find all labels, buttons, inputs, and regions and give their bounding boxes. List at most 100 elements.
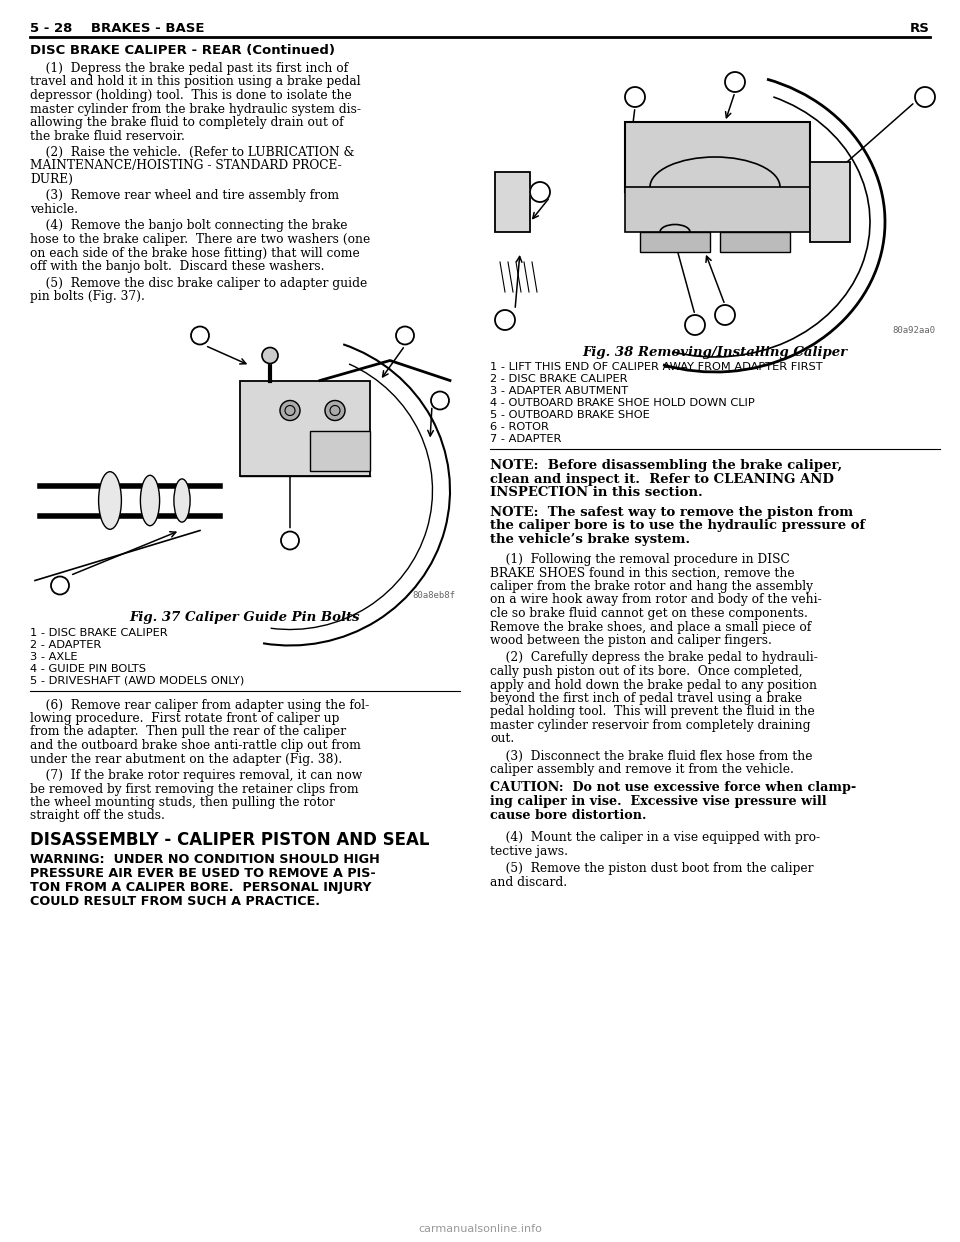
Bar <box>490 62 940 340</box>
Text: 1: 1 <box>631 92 638 103</box>
Text: 1: 1 <box>196 330 204 342</box>
Ellipse shape <box>140 476 159 525</box>
Circle shape <box>725 72 745 92</box>
Text: MAINTENANCE/HOISTING - STANDARD PROCE-: MAINTENANCE/HOISTING - STANDARD PROCE- <box>30 159 342 173</box>
Text: 3: 3 <box>436 395 444 406</box>
Text: (4)  Remove the banjo bolt connecting the brake: (4) Remove the banjo bolt connecting the… <box>30 220 348 232</box>
Circle shape <box>51 576 69 595</box>
Text: pedal holding tool.  This will prevent the fluid in the: pedal holding tool. This will prevent th… <box>490 705 815 719</box>
Text: 2: 2 <box>732 77 739 87</box>
Text: on a wire hook away from rotor and body of the vehi-: on a wire hook away from rotor and body … <box>490 594 822 606</box>
Text: tective jaws.: tective jaws. <box>490 845 568 857</box>
Text: off with the banjo bolt.  Discard these washers.: off with the banjo bolt. Discard these w… <box>30 260 324 273</box>
Text: hose to the brake caliper.  There are two washers (one: hose to the brake caliper. There are two… <box>30 233 371 246</box>
Text: 4: 4 <box>286 535 294 546</box>
Text: 80a8eb8f: 80a8eb8f <box>412 591 455 600</box>
Ellipse shape <box>174 479 190 522</box>
Text: ing caliper in vise.  Excessive vise pressure will: ing caliper in vise. Excessive vise pres… <box>490 795 827 809</box>
Text: NOTE:  Before disassembling the brake caliper,: NOTE: Before disassembling the brake cal… <box>490 460 842 472</box>
Text: NOTE:  The safest way to remove the piston from: NOTE: The safest way to remove the pisto… <box>490 505 853 519</box>
Text: (1)  Depress the brake pedal past its first inch of: (1) Depress the brake pedal past its fir… <box>30 62 348 75</box>
Text: 3 - AXLE: 3 - AXLE <box>30 652 78 662</box>
Circle shape <box>281 532 299 549</box>
Text: (2)  Raise the vehicle.  (Refer to LUBRICATION &: (2) Raise the vehicle. (Refer to LUBRICA… <box>30 147 354 159</box>
Text: 80a92aa0: 80a92aa0 <box>892 325 935 335</box>
FancyBboxPatch shape <box>625 188 810 232</box>
Text: cally push piston out of its bore.  Once completed,: cally push piston out of its bore. Once … <box>490 664 803 678</box>
Text: 5 - OUTBOARD BRAKE SHOE: 5 - OUTBOARD BRAKE SHOE <box>490 410 650 420</box>
Text: TON FROM A CALIPER BORE.  PERSONAL INJURY: TON FROM A CALIPER BORE. PERSONAL INJURY <box>30 881 372 894</box>
Text: (5)  Remove the piston dust boot from the caliper: (5) Remove the piston dust boot from the… <box>490 862 813 876</box>
Text: wood between the piston and caliper fingers.: wood between the piston and caliper fing… <box>490 633 772 647</box>
FancyBboxPatch shape <box>810 161 850 242</box>
Text: pin bolts (Fig. 37).: pin bolts (Fig. 37). <box>30 289 145 303</box>
Text: 3: 3 <box>922 92 929 103</box>
Text: CAUTION:  Do not use excessive force when clamp-: CAUTION: Do not use excessive force when… <box>490 781 856 794</box>
Text: (1)  Following the removal procedure in DISC: (1) Following the removal procedure in D… <box>490 553 790 566</box>
FancyBboxPatch shape <box>240 380 370 476</box>
Circle shape <box>280 400 300 421</box>
Text: WARNING:  UNDER NO CONDITION SHOULD HIGH: WARNING: UNDER NO CONDITION SHOULD HIGH <box>30 853 380 866</box>
Text: (2)  Carefully depress the brake pedal to hydrauli-: (2) Carefully depress the brake pedal to… <box>490 652 818 664</box>
FancyBboxPatch shape <box>640 232 710 252</box>
Text: INSPECTION in this section.: INSPECTION in this section. <box>490 486 703 499</box>
Text: on each side of the brake hose fitting) that will come: on each side of the brake hose fitting) … <box>30 246 360 260</box>
Text: COULD RESULT FROM SUCH A PRACTICE.: COULD RESULT FROM SUCH A PRACTICE. <box>30 895 320 908</box>
Text: vehicle.: vehicle. <box>30 202 78 216</box>
Text: 4: 4 <box>721 309 729 320</box>
Text: 3 - ADAPTER ABUTMENT: 3 - ADAPTER ABUTMENT <box>490 386 628 396</box>
Text: cause bore distortion.: cause bore distortion. <box>490 809 646 822</box>
Text: DISASSEMBLY - CALIPER PISTON AND SEAL: DISASSEMBLY - CALIPER PISTON AND SEAL <box>30 831 429 850</box>
Text: beyond the first inch of pedal travel using a brake: beyond the first inch of pedal travel us… <box>490 692 803 705</box>
Circle shape <box>431 391 449 410</box>
Text: and discard.: and discard. <box>490 876 567 888</box>
Text: DISC BRAKE CALIPER - REAR (Continued): DISC BRAKE CALIPER - REAR (Continued) <box>30 43 335 57</box>
Text: (4)  Mount the caliper in a vise equipped with pro-: (4) Mount the caliper in a vise equipped… <box>490 831 820 845</box>
Text: 5: 5 <box>691 319 699 330</box>
Text: 2 - DISC BRAKE CALIPER: 2 - DISC BRAKE CALIPER <box>490 374 628 384</box>
FancyBboxPatch shape <box>495 171 530 232</box>
Text: travel and hold it in this position using a brake pedal: travel and hold it in this position usin… <box>30 76 361 88</box>
Circle shape <box>396 327 414 344</box>
Text: 4 - GUIDE PIN BOLTS: 4 - GUIDE PIN BOLTS <box>30 663 146 673</box>
Text: (5)  Remove the disc brake caliper to adapter guide: (5) Remove the disc brake caliper to ada… <box>30 277 368 289</box>
FancyBboxPatch shape <box>310 431 370 471</box>
Circle shape <box>325 400 345 421</box>
Text: (7)  If the brake rotor requires removal, it can now: (7) If the brake rotor requires removal,… <box>30 769 362 782</box>
Text: 5 - 28    BRAKES - BASE: 5 - 28 BRAKES - BASE <box>30 22 204 35</box>
Text: lowing procedure.  First rotate front of caliper up: lowing procedure. First rotate front of … <box>30 712 340 725</box>
Text: RS: RS <box>910 22 930 35</box>
Text: Fig. 37 Caliper Guide Pin Bolts: Fig. 37 Caliper Guide Pin Bolts <box>130 611 360 625</box>
Text: depressor (holding) tool.  This is done to isolate the: depressor (holding) tool. This is done t… <box>30 89 351 102</box>
Text: 7 - ADAPTER: 7 - ADAPTER <box>490 433 562 443</box>
Circle shape <box>625 87 645 107</box>
Text: 6 - ROTOR: 6 - ROTOR <box>490 422 549 432</box>
Text: caliper assembly and remove it from the vehicle.: caliper assembly and remove it from the … <box>490 764 794 776</box>
Text: (3)  Remove rear wheel and tire assembly from: (3) Remove rear wheel and tire assembly … <box>30 190 339 202</box>
Text: cle so brake fluid cannot get on these components.: cle so brake fluid cannot get on these c… <box>490 607 808 620</box>
Text: master cylinder reservoir from completely draining: master cylinder reservoir from completel… <box>490 719 810 732</box>
Text: 2: 2 <box>401 330 409 342</box>
Text: BRAKE SHOES found in this section, remove the: BRAKE SHOES found in this section, remov… <box>490 566 795 580</box>
Circle shape <box>715 306 735 325</box>
Circle shape <box>685 315 705 335</box>
Bar <box>30 310 460 606</box>
Text: 4 - OUTBOARD BRAKE SHOE HOLD DOWN CLIP: 4 - OUTBOARD BRAKE SHOE HOLD DOWN CLIP <box>490 397 755 409</box>
Text: caliper from the brake rotor and hang the assembly: caliper from the brake rotor and hang th… <box>490 580 813 592</box>
Text: the brake fluid reservoir.: the brake fluid reservoir. <box>30 129 185 143</box>
Text: PRESSURE AIR EVER BE USED TO REMOVE A PIS-: PRESSURE AIR EVER BE USED TO REMOVE A PI… <box>30 867 375 881</box>
Text: clean and inspect it.  Refer to CLEANING AND: clean and inspect it. Refer to CLEANING … <box>490 472 834 486</box>
Text: from the adapter.  Then pull the rear of the caliper: from the adapter. Then pull the rear of … <box>30 725 347 739</box>
Circle shape <box>191 327 209 344</box>
Text: 1 - DISC BRAKE CALIPER: 1 - DISC BRAKE CALIPER <box>30 627 168 637</box>
Text: DURE): DURE) <box>30 173 73 186</box>
Text: straight off the studs.: straight off the studs. <box>30 810 165 822</box>
FancyBboxPatch shape <box>720 232 790 252</box>
Text: the wheel mounting studs, then pulling the rotor: the wheel mounting studs, then pulling t… <box>30 796 335 809</box>
Circle shape <box>495 310 515 330</box>
Text: (3)  Disconnect the brake fluid flex hose from the: (3) Disconnect the brake fluid flex hose… <box>490 750 812 763</box>
Text: 1 - LIFT THIS END OF CALIPER AWAY FROM ADAPTER FIRST: 1 - LIFT THIS END OF CALIPER AWAY FROM A… <box>490 361 823 373</box>
Text: the caliper bore is to use the hydraulic pressure of: the caliper bore is to use the hydraulic… <box>490 519 865 533</box>
Text: 7: 7 <box>536 186 544 197</box>
Text: master cylinder from the brake hydraulic system dis-: master cylinder from the brake hydraulic… <box>30 103 361 116</box>
